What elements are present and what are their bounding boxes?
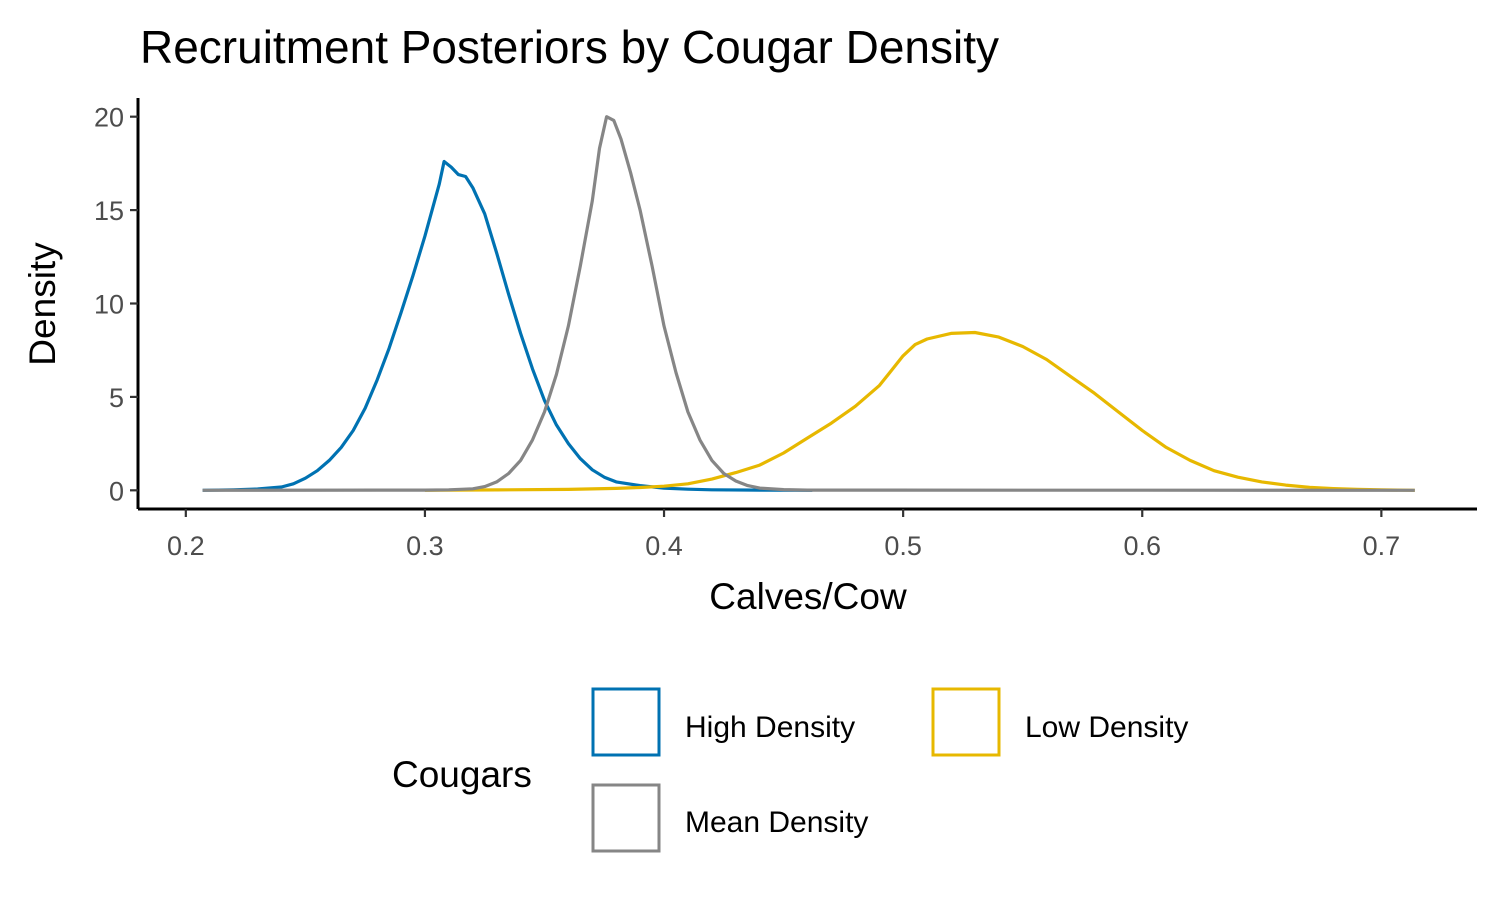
curve-mean-density: [202, 115, 1415, 492]
curve-low-density: [424, 330, 1415, 492]
y-tick-label: 0: [109, 476, 124, 506]
y-axis-ticks: 0 5 10 15 20: [94, 103, 138, 506]
legend: Cougars High Density Mean Density Low De…: [392, 687, 1188, 853]
legend-key-mean-density: [591, 783, 661, 853]
y-tick-label: 10: [94, 290, 124, 320]
legend-title: Cougars: [392, 754, 532, 795]
legend-key-high-density: [591, 687, 661, 757]
x-tick-label: 0.3: [406, 531, 444, 561]
y-axis-title: Density: [22, 242, 63, 366]
legend-label-mean-density: Mean Density: [685, 806, 868, 839]
x-axis-title: Calves/Cow: [709, 576, 907, 617]
chart-title: Recruitment Posteriors by Cougar Density: [140, 21, 999, 73]
x-axis-ticks: 0.2 0.3 0.4 0.5 0.6 0.7: [167, 509, 1400, 561]
x-tick-label: 0.5: [884, 531, 922, 561]
x-tick-label: 0.6: [1123, 531, 1161, 561]
x-tick-label: 0.7: [1363, 531, 1401, 561]
legend-key-low-density: [931, 687, 1001, 757]
y-tick-label: 5: [109, 383, 124, 413]
y-tick-label: 15: [94, 196, 124, 226]
y-tick-label: 20: [94, 103, 124, 133]
legend-label-low-density: Low Density: [1025, 711, 1188, 744]
curve-high-density: [202, 159, 813, 492]
x-tick-label: 0.4: [645, 531, 683, 561]
x-tick-label: 0.2: [167, 531, 205, 561]
legend-label-high-density: High Density: [685, 711, 855, 744]
density-curves: [202, 115, 1415, 492]
